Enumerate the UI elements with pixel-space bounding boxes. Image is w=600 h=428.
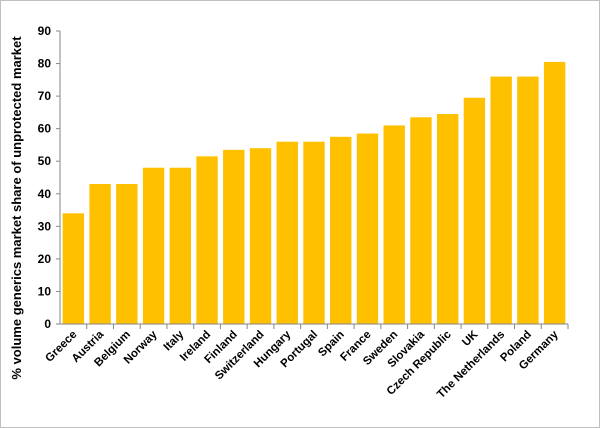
- y-tick-label: 10: [38, 284, 52, 298]
- bar: [169, 167, 192, 324]
- y-tick-label: 60: [38, 122, 52, 136]
- bar: [142, 167, 165, 324]
- bar: [490, 76, 512, 324]
- y-tick-label: 70: [38, 89, 52, 103]
- bar: [196, 156, 218, 324]
- bar: [249, 148, 272, 324]
- bar: [463, 97, 486, 324]
- bar: [383, 125, 405, 325]
- bar: [517, 76, 539, 324]
- bars: [62, 61, 566, 325]
- axes: [59, 31, 569, 329]
- bar: [543, 61, 566, 325]
- bar: [330, 136, 352, 324]
- bar: [62, 213, 85, 324]
- y-tick-label: 0: [44, 317, 51, 331]
- bar: [276, 141, 298, 324]
- y-tick-label: 80: [38, 57, 52, 71]
- bar: [89, 184, 111, 324]
- y-axis-ticks: 0 10 20 30 40 50 60 70 80 90: [38, 24, 60, 331]
- y-tick-label: 50: [38, 154, 52, 168]
- bar: [356, 133, 379, 324]
- x-category-label: UK: [460, 328, 481, 349]
- y-tick-label: 40: [38, 187, 52, 201]
- bar: [223, 149, 245, 324]
- bar: [303, 141, 325, 324]
- y-axis-title: % volume generics market share of unprot…: [9, 36, 24, 380]
- y-tick-label: 20: [38, 252, 52, 266]
- bar: [116, 184, 138, 324]
- y-tick-label: 30: [38, 219, 52, 233]
- bar: [410, 117, 432, 325]
- y-tick-label: 90: [38, 24, 52, 38]
- bar: [436, 114, 459, 325]
